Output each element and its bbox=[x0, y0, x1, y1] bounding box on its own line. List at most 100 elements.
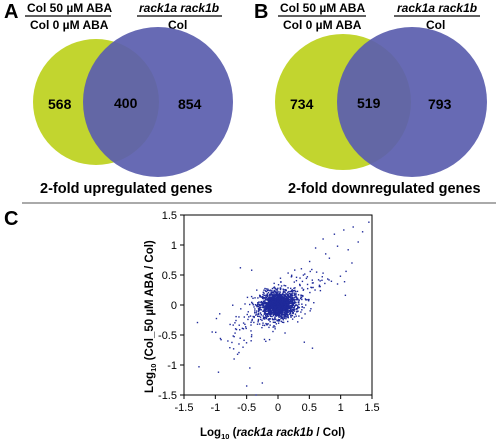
scatter-point bbox=[293, 310, 296, 312]
scatter-point bbox=[265, 308, 268, 310]
scatter-point bbox=[269, 302, 272, 304]
scatter-point bbox=[333, 233, 336, 235]
scatter-point bbox=[287, 293, 289, 295]
scatter-point bbox=[289, 295, 292, 297]
scatter-point bbox=[284, 304, 286, 306]
scatter-point bbox=[295, 315, 297, 317]
scatter-point bbox=[287, 297, 289, 300]
y-axis-label-subscript: 10 bbox=[149, 364, 158, 372]
scatter-point bbox=[291, 305, 293, 307]
scatter-point bbox=[289, 306, 291, 308]
scatter-point bbox=[297, 306, 299, 309]
scatter-point bbox=[261, 296, 264, 298]
scatter-point bbox=[293, 294, 295, 297]
scatter-point bbox=[277, 296, 280, 298]
scatter-point bbox=[259, 312, 262, 314]
scatter-point bbox=[263, 324, 266, 327]
scatter-point bbox=[283, 295, 285, 297]
scatter-point bbox=[269, 313, 271, 315]
scatter-point bbox=[264, 297, 267, 299]
scatter-point bbox=[262, 316, 265, 319]
scatter-point bbox=[287, 302, 289, 305]
scatter-point bbox=[253, 312, 256, 314]
scatter-point bbox=[280, 306, 283, 309]
scatter-point bbox=[296, 308, 298, 310]
scatter-point bbox=[252, 315, 254, 318]
scatter-point bbox=[294, 289, 296, 292]
scatter-point bbox=[264, 316, 267, 319]
scatter-point bbox=[279, 299, 281, 302]
scatter-point bbox=[274, 299, 276, 302]
scatter-point bbox=[297, 307, 299, 310]
scatter-point bbox=[285, 288, 287, 291]
scatter-point bbox=[290, 287, 292, 290]
scatter-point bbox=[257, 307, 260, 309]
scatter-point bbox=[292, 299, 294, 301]
scatter-point bbox=[272, 291, 274, 293]
scatter-point bbox=[280, 308, 283, 311]
scatter-point bbox=[304, 313, 306, 315]
scatter-point bbox=[293, 309, 295, 312]
venn-a-right-header-top: rack1a rack1b bbox=[139, 1, 219, 15]
scatter-point bbox=[343, 229, 345, 231]
scatter-point bbox=[310, 286, 313, 289]
scatter-point bbox=[256, 313, 258, 316]
scatter-point bbox=[282, 303, 285, 305]
scatter-point bbox=[273, 311, 275, 314]
scatter-point bbox=[282, 292, 284, 294]
scatter-point bbox=[267, 299, 270, 302]
scatter-point bbox=[297, 305, 299, 307]
scatter-point bbox=[281, 313, 283, 316]
scatter-point bbox=[266, 299, 268, 301]
scatter-point bbox=[292, 307, 295, 309]
scatter-point bbox=[291, 300, 294, 302]
scatter-point bbox=[272, 302, 275, 304]
scatter-point bbox=[290, 274, 293, 276]
scatter-point bbox=[287, 320, 289, 323]
scatter-point bbox=[269, 289, 271, 292]
scatter-point bbox=[272, 314, 275, 317]
scatter-point bbox=[263, 309, 266, 312]
scatter-point bbox=[281, 321, 284, 323]
scatter-point bbox=[294, 308, 296, 311]
scatter-point bbox=[273, 292, 275, 295]
scatter-point bbox=[275, 291, 277, 294]
scatter-point bbox=[274, 314, 277, 317]
venn-panel-a: A Col 50 µM ABA Col 0 µM ABA rack1a rack… bbox=[4, 1, 233, 197]
scatter-point bbox=[290, 299, 292, 301]
scatter-point bbox=[298, 283, 301, 286]
scatter-point bbox=[293, 316, 296, 318]
scatter-point bbox=[268, 302, 270, 304]
scatter-point bbox=[357, 241, 359, 243]
scatter-point bbox=[293, 297, 295, 299]
scatter-point bbox=[265, 340, 267, 343]
scatter-point bbox=[231, 341, 233, 344]
scatter-point bbox=[290, 294, 293, 296]
scatter-point bbox=[272, 313, 274, 316]
scatter-point bbox=[234, 332, 236, 334]
scatter-point bbox=[311, 279, 314, 281]
scatter-point bbox=[232, 348, 235, 350]
scatter-point bbox=[281, 316, 284, 318]
scatter-point bbox=[265, 311, 267, 313]
scatter-point bbox=[264, 301, 266, 304]
scatter-point bbox=[275, 310, 277, 312]
scatter-point bbox=[264, 299, 266, 302]
scatter-point bbox=[265, 290, 268, 293]
scatter-point bbox=[263, 300, 265, 302]
y-axis-label-rest: (Col_50 µM ABA / Col) bbox=[144, 240, 156, 364]
scatter-point bbox=[266, 324, 268, 326]
scatter-point bbox=[319, 280, 321, 282]
scatter-point bbox=[275, 292, 277, 295]
scatter-point bbox=[279, 306, 282, 308]
scatter-point bbox=[234, 322, 236, 324]
scatter-point bbox=[244, 326, 247, 328]
scatter-point bbox=[273, 318, 275, 321]
scatter-points bbox=[196, 221, 370, 396]
scatter-point bbox=[263, 316, 266, 319]
scatter-point bbox=[298, 303, 300, 306]
scatter-point bbox=[285, 289, 288, 292]
scatter-point bbox=[284, 313, 286, 315]
scatter-point bbox=[269, 320, 271, 323]
scatter-point bbox=[330, 280, 333, 282]
